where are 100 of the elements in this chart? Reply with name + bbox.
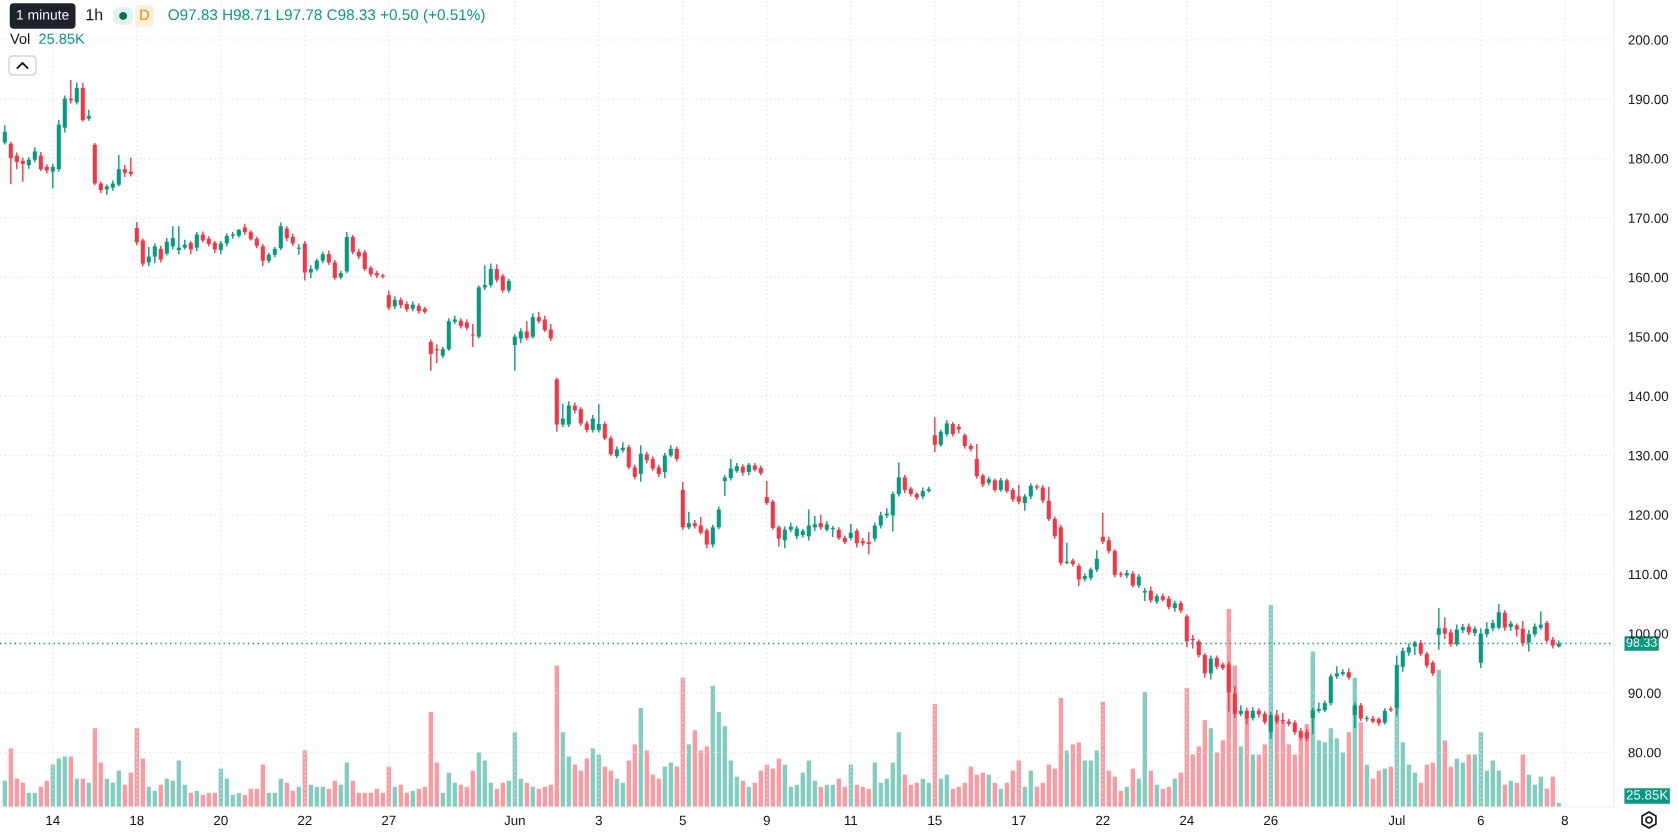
y-tick-label: 140.00 [1628, 391, 1669, 402]
bar [1058, 697, 1063, 807]
bar [140, 758, 145, 807]
x-tick-label: 22 [298, 815, 312, 825]
bar [1334, 738, 1339, 807]
bar [1442, 740, 1447, 807]
bar [1196, 746, 1201, 807]
bar [1280, 720, 1285, 807]
bar [560, 732, 565, 807]
bar [626, 760, 631, 807]
candlestick [932, 417, 937, 452]
bar [1142, 691, 1147, 807]
y-tick-label: 160.00 [1628, 272, 1669, 283]
candlestick [722, 474, 727, 496]
bar [56, 758, 61, 807]
candlestick [1076, 563, 1081, 587]
candlestick [362, 249, 367, 271]
bar [890, 762, 895, 807]
x-tick-label: 5 [679, 815, 686, 826]
candlestick [710, 524, 715, 548]
bar [260, 764, 265, 807]
candlestick [608, 435, 613, 457]
candlestick [260, 243, 265, 267]
candlestick [428, 339, 433, 371]
x-tick-label: 3 [595, 815, 602, 826]
bar [1406, 764, 1411, 807]
candlestick [596, 404, 601, 433]
bar [1220, 740, 1225, 807]
x-tick-label: 6 [1477, 815, 1484, 826]
x-tick-label: 22 [1096, 815, 1110, 825]
candlestick [1400, 647, 1405, 672]
x-tick-label: 15 [928, 815, 942, 826]
bar [1064, 750, 1069, 807]
candlestick [974, 444, 979, 479]
bar [554, 665, 559, 807]
bar [8, 748, 13, 807]
bar [896, 732, 901, 807]
bar [638, 708, 643, 807]
candlestick [626, 444, 631, 470]
bar [698, 750, 703, 807]
bar [1454, 758, 1459, 807]
bar [644, 750, 649, 807]
bar [1070, 744, 1075, 807]
annotation: 25.85K [39, 33, 85, 44]
x-tick-label: 9 [763, 815, 770, 826]
bar [716, 712, 721, 807]
candlestick [1094, 550, 1099, 572]
candlestick [116, 154, 121, 187]
chart-title: 1h [86, 8, 103, 21]
bar [1202, 720, 1207, 807]
candlestick [704, 528, 709, 549]
bar [428, 712, 433, 807]
x-tick-label: 24 [1180, 815, 1194, 825]
candlestick [566, 401, 571, 428]
y-tick-label: 190.00 [1628, 94, 1669, 105]
bar [98, 762, 103, 807]
candlestick [866, 531, 871, 555]
candlestick [470, 324, 475, 347]
candlestick [1442, 617, 1447, 640]
bar [1046, 764, 1051, 807]
y-tick-label: 170.00 [1628, 213, 1669, 223]
x-tick-label: 8 [1561, 815, 1568, 826]
candlestick [1268, 711, 1273, 739]
bar [1256, 754, 1261, 807]
x-tick-label: 14 [46, 815, 60, 825]
candlestick [332, 259, 337, 280]
y-tick-label: 200.00 [1628, 35, 1669, 45]
bar [344, 762, 349, 807]
candlestick [512, 334, 517, 371]
candlestick [488, 263, 493, 288]
candlestick [530, 313, 535, 339]
y-tick-label: 90.00 [1628, 688, 1661, 698]
bar [1358, 722, 1363, 807]
bar [68, 756, 73, 807]
bar [1286, 744, 1291, 807]
bar [1328, 728, 1333, 807]
candlestick [1496, 603, 1501, 630]
candlestick [74, 82, 79, 105]
candlestick [896, 462, 901, 497]
bar [1076, 742, 1081, 807]
bar [1262, 744, 1267, 807]
bar [1430, 762, 1435, 807]
candlestick [764, 480, 769, 505]
candlestick [134, 221, 139, 246]
candlestick [1112, 549, 1117, 578]
candlestick [1100, 512, 1105, 545]
bar [1472, 754, 1477, 807]
bar [1316, 740, 1321, 807]
bar [1364, 764, 1369, 807]
bar [728, 760, 733, 807]
candlestick [1520, 621, 1525, 647]
x-tick-label: 27 [382, 815, 396, 825]
bar [1214, 752, 1219, 807]
text: O97.83 H98.71 L97.78 C98.33 +0.50 (+0.51%) [168, 8, 485, 24]
chart-title: Vol [10, 33, 30, 44]
text: 25.85K [1626, 790, 1669, 800]
bar [722, 726, 727, 807]
annotation: D [140, 9, 149, 20]
bar [1490, 760, 1495, 807]
x-tick-label: Jul [1388, 815, 1405, 826]
